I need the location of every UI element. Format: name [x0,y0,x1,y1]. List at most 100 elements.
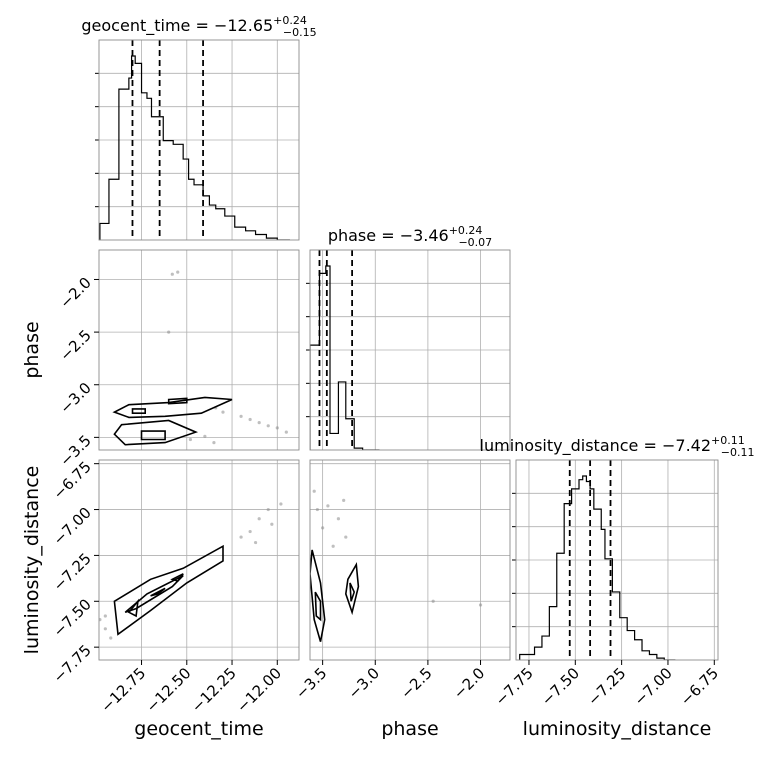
hist-grid [306,282,510,418]
grid-group [99,460,299,660]
title-sub: −0.11 [721,446,755,459]
joint-phase-luminosity_distance [310,489,483,642]
y-tick-label-luminosity_distance: −7.75 [50,641,95,686]
scatter-point [431,599,435,603]
grid-group [99,250,299,450]
scatter-point [344,535,348,539]
scatter-point [279,502,283,506]
grid-group [322,250,481,450]
panel-frame [98,249,300,451]
title-main: phase = −3.46 [328,226,449,245]
scatter-point [221,410,225,414]
scatter-point [312,489,316,493]
density-contour [167,397,188,405]
hist-grid [512,492,718,628]
scatter-point [331,544,335,548]
scatter-point [253,540,258,545]
histogram-luminosity_distance [519,475,676,660]
y-axis-label-luminosity_distance: luminosity_distance [21,466,43,655]
title-sup: +0.11 [711,434,745,447]
title-sub: −0.15 [283,26,317,39]
title-sup: +0.24 [449,224,483,237]
panel-frame [515,459,719,661]
density-contour [140,430,166,441]
title-main: geocent_time = −12.65 [81,16,273,36]
scatter-point [321,526,325,530]
scatter-point [342,498,346,502]
scatter-point [212,441,216,445]
y-tick-label-phase: −2.5 [56,326,94,364]
x-tick-label-phase: −3.5 [292,664,330,702]
scatter-point [266,507,270,512]
x-tick-label-phase: −3.0 [345,664,383,702]
x-tick-label-geocent_time: −12.75 [97,664,149,716]
density-contour [150,587,166,597]
joint-geocent_time-luminosity_distance [99,502,283,640]
scatter-point [336,517,341,521]
scatter-point [170,272,174,276]
panel-frame [309,459,511,661]
density-contour [112,396,233,419]
x-axis-label-luminosity_distance: luminosity_distance [523,718,712,740]
density-contour [113,544,224,636]
scatter-point [109,636,113,640]
y-tick-label-phase: −2.0 [56,274,94,312]
x-tick-label-luminosity_distance: −7.25 [584,664,629,709]
grid-group [528,460,715,660]
scatter-point [203,434,207,438]
scatter-point [248,417,252,422]
title-sup: +0.24 [273,14,307,27]
panel-frame [98,39,300,241]
scatter-point [188,437,193,442]
hist-grid [95,72,299,208]
scatter-point [167,330,171,334]
density-contour [314,591,322,622]
x-tick-label-phase: −2.0 [450,664,488,702]
marginal-title-geocent_time: geocent_time = −12.65+0.24 −0.15 [81,14,316,39]
y-tick-label-luminosity_distance: −7.50 [50,595,95,640]
x-tick-label-geocent_time: −12.25 [188,664,240,716]
y-tick-label-luminosity_distance: −7.00 [50,504,95,549]
density-contour [127,598,140,618]
scatter-point [248,529,252,534]
x-axis-label-phase: phase [381,718,438,740]
x-tick-label-luminosity_distance: −7.00 [631,664,676,709]
x-axis-label-geocent_time: geocent_time [134,718,263,740]
y-tick-label-luminosity_distance: −7.25 [50,550,95,595]
density-contour [170,573,184,583]
density-contour [310,549,326,642]
x-tick-label-geocent_time: −12.00 [233,664,285,716]
grid-group [310,460,510,660]
x-tick-label-luminosity_distance: −6.75 [677,664,722,709]
density-contour [349,582,356,602]
title-main: luminosity_distance = −7.42 [480,436,711,456]
histogram-geocent_time [99,55,290,240]
scatter-point [326,504,330,508]
histogram-phase [310,265,380,450]
marginal-title-phase: phase = −3.46+0.24 −0.07 [328,224,492,249]
scatter-point [239,414,243,418]
density-contour [344,562,360,616]
scatter-point [103,627,107,631]
x-tick-label-luminosity_distance: −7.75 [492,664,537,709]
y-axis-label-phase: phase [21,321,43,378]
panel-frame [309,249,511,451]
marginal-title-luminosity_distance: luminosity_distance = −7.42+0.11 −0.11 [480,434,755,459]
scatter-point [478,603,483,607]
scatter-point [257,517,261,521]
scatter-point [270,522,274,526]
panel-frame [98,459,300,661]
scatter-point [266,424,270,428]
scatter-point [103,614,107,618]
scatter-point [239,535,243,539]
x-tick-label-luminosity_distance: −7.50 [538,664,583,709]
scatter-point [284,430,288,434]
x-tick-label-geocent_time: −12.50 [143,664,195,716]
scatter-point [315,507,319,512]
x-tick-label-phase: −2.5 [397,664,435,702]
title-sub: −0.07 [458,236,492,249]
y-tick-label-phase: −3.0 [56,379,94,417]
scatter-point [176,270,180,274]
density-contour [113,419,199,446]
